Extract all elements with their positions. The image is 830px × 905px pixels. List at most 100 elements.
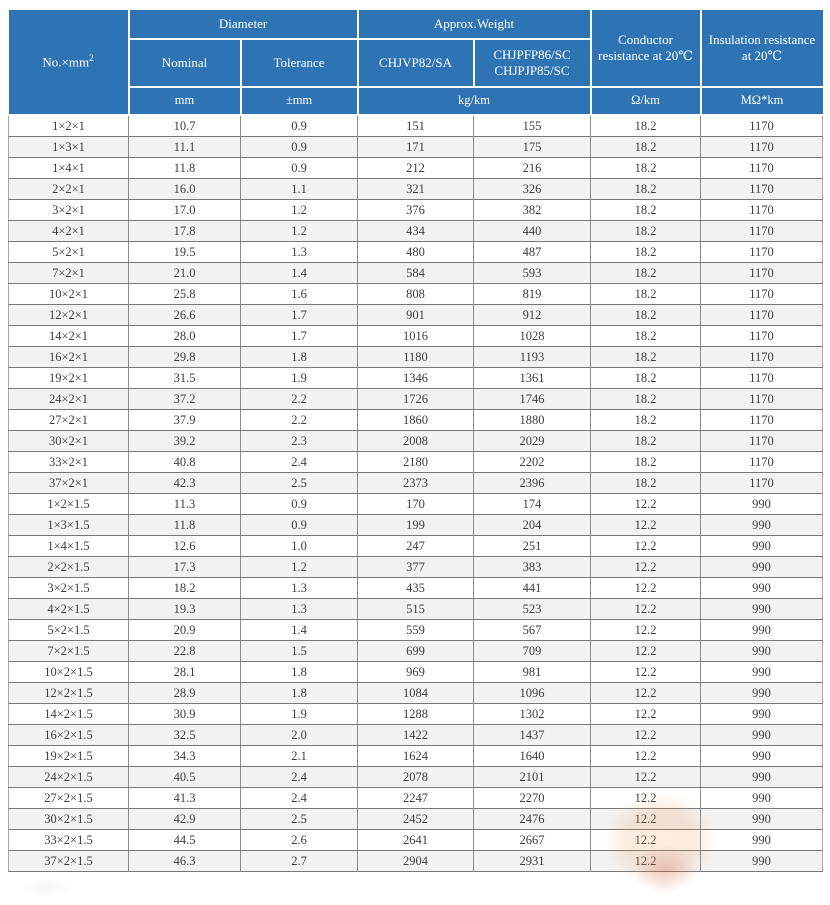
header-insulation-resistance: Insulation resistance at 20℃ [699, 10, 823, 88]
cell-nominal: 37.2 [128, 388, 241, 410]
cell-weight2: 523 [472, 598, 592, 620]
cell-size: 27×2×1 [8, 409, 129, 431]
cell-weight2: 819 [472, 283, 592, 305]
cell-weight1: 1422 [357, 724, 474, 746]
cell-nominal: 44.5 [128, 829, 241, 851]
cell-weight2: 155 [472, 114, 592, 137]
cell-tolerance: 1.2 [240, 556, 358, 578]
cell-insulation: 1170 [700, 262, 824, 284]
cell-conductor: 18.2 [590, 472, 702, 494]
cell-conductor: 18.2 [590, 409, 702, 431]
header-model-line2: CHJPJP85/SC [494, 63, 570, 78]
cell-insulation: 1170 [700, 199, 824, 221]
cell-insulation: 1170 [700, 409, 824, 431]
cell-tolerance: 2.7 [240, 850, 358, 872]
cell-tolerance: 1.9 [240, 367, 358, 389]
cell-weight2: 383 [472, 556, 592, 578]
cell-size: 30×2×1 [8, 430, 129, 452]
cell-size: 1×2×1 [8, 114, 129, 137]
cell-tolerance: 1.7 [240, 304, 358, 326]
header-nominal: Nominal [127, 38, 242, 88]
cell-insulation: 1170 [700, 114, 824, 137]
cell-weight2: 981 [472, 661, 592, 683]
cell-tolerance: 1.9 [240, 703, 358, 725]
cell-weight1: 480 [357, 241, 474, 263]
cell-nominal: 39.2 [128, 430, 241, 452]
cell-conductor: 12.2 [590, 598, 702, 620]
cell-nominal: 41.3 [128, 787, 241, 809]
cell-insulation: 1170 [700, 388, 824, 410]
cell-size: 30×2×1.5 [8, 808, 129, 830]
cell-weight1: 170 [357, 493, 474, 515]
cell-tolerance: 2.0 [240, 724, 358, 746]
cell-tolerance: 2.4 [240, 451, 358, 473]
cell-nominal: 34.3 [128, 745, 241, 767]
cell-weight2: 487 [472, 241, 592, 263]
cell-tolerance: 1.4 [240, 619, 358, 641]
table-row: 27×2×1.5 41.3 2.4 2247 2270 12.2 990 [8, 787, 824, 809]
cell-tolerance: 2.5 [240, 808, 358, 830]
table-row: 7×2×1 21.0 1.4 584 593 18.2 1170 [8, 262, 824, 284]
cell-weight2: 912 [472, 304, 592, 326]
table-row: 3×2×1 17.0 1.2 376 382 18.2 1170 [8, 199, 824, 221]
cell-nominal: 18.2 [128, 577, 241, 599]
cell-insulation: 1170 [700, 178, 824, 200]
cell-size: 12×2×1 [8, 304, 129, 326]
cell-weight2: 440 [472, 220, 592, 242]
cell-tolerance: 1.3 [240, 241, 358, 263]
cell-size: 14×2×1.5 [8, 703, 129, 725]
cell-weight1: 1346 [357, 367, 474, 389]
cell-conductor: 18.2 [590, 388, 702, 410]
watermark-gray-smudge [10, 875, 80, 901]
cell-insulation: 990 [700, 661, 824, 683]
cell-size: 2×2×1.5 [8, 556, 129, 578]
table-header: No.×mm2 Diameter Approx.Weight Conductor… [8, 10, 823, 116]
header-model-chjvp82: CHJVP82/SA [356, 38, 475, 88]
cell-nominal: 28.9 [128, 682, 241, 704]
cell-insulation: 990 [700, 535, 824, 557]
cell-size: 16×2×1 [8, 346, 129, 368]
cell-tolerance: 2.5 [240, 472, 358, 494]
cell-size: 3×2×1.5 [8, 577, 129, 599]
header-diameter-group: Diameter [127, 10, 359, 40]
cell-nominal: 32.5 [128, 724, 241, 746]
cell-conductor: 18.2 [590, 241, 702, 263]
cell-tolerance: 1.6 [240, 283, 358, 305]
cell-tolerance: 1.8 [240, 661, 358, 683]
cell-weight2: 382 [472, 199, 592, 221]
cell-weight1: 808 [357, 283, 474, 305]
cell-tolerance: 2.1 [240, 745, 358, 767]
cell-tolerance: 1.3 [240, 577, 358, 599]
cell-weight2: 2476 [472, 808, 592, 830]
cell-nominal: 11.8 [128, 514, 241, 536]
cell-weight2: 2029 [472, 430, 592, 452]
cell-weight1: 212 [357, 157, 474, 179]
cell-nominal: 40.5 [128, 766, 241, 788]
cell-conductor: 12.2 [590, 619, 702, 641]
cell-conductor: 12.2 [590, 682, 702, 704]
cell-weight2: 1640 [472, 745, 592, 767]
cell-weight1: 1624 [357, 745, 474, 767]
cell-nominal: 25.8 [128, 283, 241, 305]
cell-weight2: 2931 [472, 850, 592, 872]
cell-weight2: 2101 [472, 766, 592, 788]
cell-conductor: 12.2 [590, 745, 702, 767]
cell-tolerance: 2.4 [240, 787, 358, 809]
cell-tolerance: 1.2 [240, 199, 358, 221]
cell-nominal: 29.8 [128, 346, 241, 368]
cell-tolerance: 1.8 [240, 346, 358, 368]
cell-size: 10×2×1 [8, 283, 129, 305]
cell-size: 1×3×1 [8, 136, 129, 158]
cell-nominal: 22.8 [128, 640, 241, 662]
cell-tolerance: 1.8 [240, 682, 358, 704]
cell-weight1: 377 [357, 556, 474, 578]
cell-weight1: 376 [357, 199, 474, 221]
cell-insulation: 990 [700, 493, 824, 515]
cell-weight1: 699 [357, 640, 474, 662]
cell-insulation: 990 [700, 598, 824, 620]
cell-conductor: 12.2 [590, 829, 702, 851]
cell-tolerance: 0.9 [240, 514, 358, 536]
table-row: 16×2×1.5 32.5 2.0 1422 1437 12.2 990 [8, 724, 824, 746]
cell-insulation: 990 [700, 640, 824, 662]
cell-weight1: 1180 [357, 346, 474, 368]
